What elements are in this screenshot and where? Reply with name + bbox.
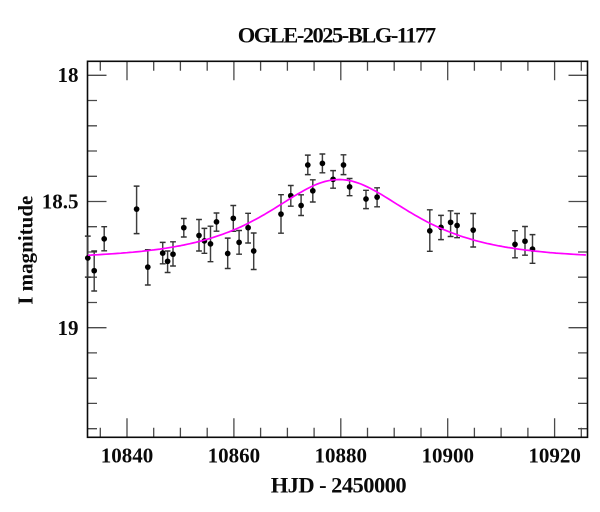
svg-text:10860: 10860 [208,443,261,467]
svg-text:10840: 10840 [101,443,154,467]
svg-text:10900: 10900 [421,443,474,467]
svg-text:I magnitude: I magnitude [13,196,37,305]
svg-text:10880: 10880 [315,443,368,467]
svg-text:19: 19 [58,316,79,340]
svg-text:OGLE-2025-BLG-1177: OGLE-2025-BLG-1177 [238,23,436,48]
svg-text:18.5: 18.5 [42,190,79,214]
svg-text:18: 18 [58,63,79,87]
svg-text:HJD - 2450000: HJD - 2450000 [271,473,407,498]
svg-text:10920: 10920 [528,443,581,467]
